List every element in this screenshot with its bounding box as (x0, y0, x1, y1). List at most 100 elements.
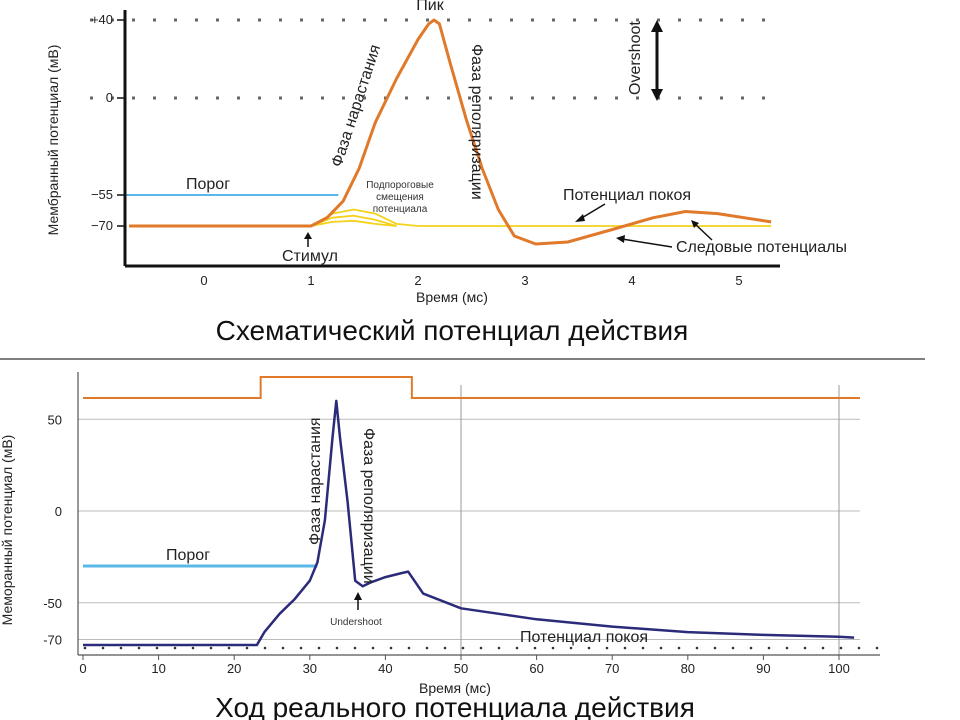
rising-label: Фаза нарастания (329, 43, 385, 170)
top-y-tick-label: −70 (91, 218, 113, 233)
resting-dot (371, 646, 375, 650)
bottom-y-tick-label: 50 (48, 412, 62, 427)
resting-dot (839, 646, 843, 650)
resting-dot (263, 646, 267, 650)
resting-dot (227, 646, 231, 650)
resting-dot (767, 646, 771, 650)
overshoot-label: Overshoot (627, 21, 644, 95)
resting-dot (389, 646, 393, 650)
resting-dot (641, 646, 645, 650)
undershoot-label: Undershoot (330, 617, 382, 628)
resting-dot (605, 646, 609, 650)
resting-dot (551, 646, 555, 650)
resting-dot (785, 646, 789, 650)
threshold-label: Порог (186, 176, 230, 193)
resting-dot (461, 646, 465, 650)
resting-dot (137, 646, 141, 650)
top-x-tick-label: 4 (628, 273, 635, 288)
bottom-y-label: Меморанный потенциал (мВ) (0, 435, 15, 626)
resting-dot (731, 646, 735, 650)
trace-label: Следовые потенциалы (676, 239, 847, 256)
bottom-y-tick-label: -50 (43, 596, 62, 611)
bottom-x-tick-label: 90 (756, 661, 770, 676)
resting-dot (623, 646, 627, 650)
top-x-tick-label: 2 (414, 273, 421, 288)
subthreshold-line (129, 208, 772, 227)
bottom-y-tick-label: -70 (43, 632, 62, 647)
top-y-tick-label: −55 (91, 187, 113, 202)
resting-dot (713, 646, 717, 650)
bottom-x-tick-label: 60 (529, 661, 543, 676)
resting-dot (659, 646, 663, 650)
resting-dot (569, 646, 573, 650)
resting-dot (317, 646, 321, 650)
bottom-x-tick-label: 40 (378, 661, 392, 676)
top-x-tick-label: 5 (735, 273, 742, 288)
bottom-x-label: Время (мс) (419, 680, 491, 696)
bottom-y-tick-label: 0 (55, 504, 62, 519)
resting-dot (425, 646, 429, 650)
stimulus-arrow (304, 232, 312, 247)
resting-dot (335, 646, 339, 650)
stimulus-label: Стимул (282, 248, 338, 265)
resting-dot (587, 646, 591, 650)
bottom-rising-label: Фаза нарастания (307, 417, 324, 545)
real-action-potential-line (83, 399, 855, 647)
action-potential-line (129, 18, 772, 246)
resting-dot (119, 646, 123, 650)
resting-dot (803, 646, 807, 650)
bottom-chart: 50 0 -50 -70 0 10 20 30 40 50 60 70 80 90 100 Меморанн… (0, 372, 880, 720)
top-title: Схематический потенциал действия (216, 315, 689, 346)
bottom-x-tick-label: 20 (227, 661, 241, 676)
bottom-x-tick-label: 0 (79, 661, 86, 676)
top-x-tick-label: 1 (307, 273, 314, 288)
resting-dot (821, 646, 825, 650)
resting-dot (677, 646, 681, 650)
stimulus-trace (83, 376, 860, 399)
bottom-x-tick-label: 80 (681, 661, 695, 676)
resting-dot (695, 646, 699, 650)
resting-dot (83, 646, 87, 650)
top-x-tick-label: 3 (521, 273, 528, 288)
subthreshold-line-1: Подпороговые (366, 180, 434, 191)
resting-dot (245, 646, 249, 650)
resting-dot (191, 646, 195, 650)
top-y-tick-label: 0 (106, 90, 113, 105)
bottom-x-tick-label: 50 (454, 661, 468, 676)
resting-dot (875, 646, 879, 650)
resting-label: Потенциал покоя (563, 187, 691, 204)
top-x-label: Время (мс) (416, 289, 488, 305)
bottom-threshold-label: Порог (166, 547, 210, 564)
resting-dot (749, 646, 753, 650)
resting-dot (209, 646, 213, 650)
resting-dot (353, 646, 357, 650)
bottom-title: Ход реального потенциала действия (215, 692, 695, 720)
top-y-tick-label: +40 (91, 12, 113, 27)
peak-label: Пик (416, 0, 444, 14)
bottom-x-tick-label: 30 (303, 661, 317, 676)
resting-dot (857, 646, 861, 650)
resting-dot (479, 646, 483, 650)
subthreshold-line-2: смещения (376, 192, 424, 203)
resting-dot (173, 646, 177, 650)
overshoot-arrow (651, 20, 663, 101)
resting-dot (155, 646, 159, 650)
trace-arrows (616, 220, 713, 248)
top-chart: +40 0 −55 −70 0 1 2 3 4 5 Мембранный потенциал (м… (45, 0, 847, 346)
resting-dot (299, 646, 303, 650)
bottom-x-tick-label: 100 (828, 661, 850, 676)
top-x-tick-label: 0 (200, 273, 207, 288)
subthreshold-line-3: потенциала (373, 204, 428, 215)
undershoot-arrow (354, 592, 362, 610)
subthreshold-line (310, 214, 397, 227)
top-y-label: Мембранный потенциал (мВ) (45, 45, 61, 236)
resting-arrow (575, 203, 606, 222)
resting-dot (497, 646, 501, 650)
subthreshold-line (310, 219, 397, 227)
resting-dot (281, 646, 285, 650)
resting-dot (515, 646, 519, 650)
bottom-x-tick-label: 10 (151, 661, 165, 676)
bottom-repol-label: Фаза реполяризации (360, 428, 377, 584)
resting-dot (407, 646, 411, 650)
